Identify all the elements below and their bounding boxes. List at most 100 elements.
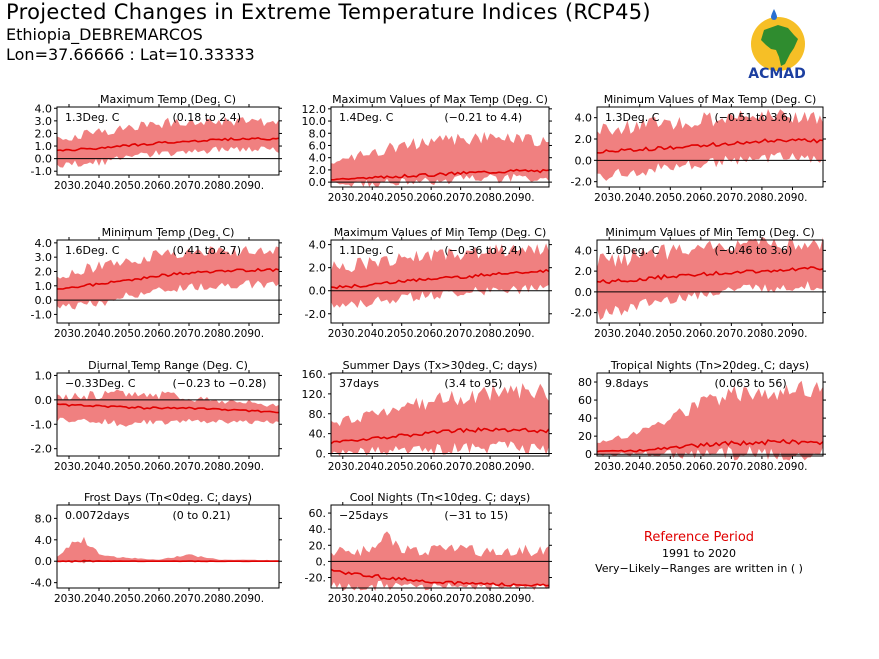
x-tick-label: 2060.	[686, 461, 716, 473]
y-tick-label: 2.0	[309, 164, 327, 177]
x-tick-label: 2060.	[144, 461, 174, 473]
x-tick-label: 2030.	[328, 593, 358, 605]
x-tick-label: 2070.	[174, 180, 204, 192]
x-tick-label: 2070.	[446, 192, 476, 204]
change-value: 9.8days	[605, 377, 649, 390]
change-value: 1.3Deg. C	[65, 111, 120, 124]
x-tick-label: 2090.	[505, 328, 535, 340]
chart-title: Minimum Temp (Deg. C)	[102, 226, 235, 239]
y-tick-label: 80.	[309, 408, 327, 421]
x-tick-label: 2050.	[387, 461, 417, 473]
change-value: −0.33Deg. C	[65, 377, 136, 390]
chart-title: Maximum Values of Max Temp (Deg. C)	[332, 93, 548, 106]
x-tick-label: 2090.	[777, 192, 807, 204]
reference-period-block: Reference Period 1991 to 2020 Very−Likel…	[560, 530, 838, 575]
x-tick-label: 2060.	[416, 461, 446, 473]
x-tick-label: 2090.	[505, 593, 535, 605]
median-line	[56, 136, 280, 152]
y-tick-label: -2.0	[571, 307, 592, 320]
y-tick-label: -1.0	[31, 165, 52, 178]
y-tick-label: 6.0	[309, 139, 327, 152]
y-tick-label: 20	[578, 430, 592, 443]
uncertainty-band	[597, 380, 823, 461]
x-tick-label: 2060.	[144, 328, 174, 340]
y-tick-label: 4.0	[35, 237, 53, 250]
uncertainty-band	[597, 236, 823, 321]
y-tick-label: 0.0	[309, 285, 327, 298]
y-tick-label: 0.0	[575, 154, 593, 167]
x-tick-label: 2070.	[716, 192, 746, 204]
logo-drop-icon	[771, 9, 777, 20]
x-tick-label: 2050.	[655, 328, 685, 340]
y-tick-label: 8.0	[309, 127, 327, 140]
chart-title: Minimum Values of Min Temp (Deg. C)	[605, 226, 814, 239]
x-tick-label: 2040.	[357, 192, 387, 204]
station-coordinates: Lon=37.66666 : Lat=10.33333	[6, 45, 255, 64]
y-tick-label: -4.0	[31, 577, 52, 590]
x-tick-label: 2070.	[174, 461, 204, 473]
y-tick-label: 0.	[316, 555, 327, 568]
reference-period-years: 1991 to 2020	[661, 547, 737, 560]
chart-panel: 60. 40. 20. 0. -20.2030. 2040. 2050. 2060. 2070.…	[305, 491, 552, 605]
x-tick-label: 2060.	[686, 192, 716, 204]
x-tick-label: 2030.	[328, 328, 358, 340]
x-tick-label: 2060.	[416, 593, 446, 605]
plot-frame	[56, 372, 280, 457]
likely-range: (0 to 0.21)	[172, 509, 230, 522]
y-tick-label: 4.0	[575, 112, 593, 125]
median-line	[596, 138, 824, 154]
y-tick-label: 2.0	[35, 127, 53, 140]
chart-title: Summer Days (Tx>30deg. C; days)	[343, 359, 538, 372]
x-tick-label: 2080.	[475, 593, 505, 605]
y-tick-label: 8.0	[35, 512, 53, 525]
y-tick-label: 120.	[302, 388, 327, 401]
plot-frame	[596, 239, 824, 324]
y-tick-label: 4.0	[309, 239, 327, 252]
likely-range: (−0.36 to 2.4)	[444, 244, 522, 257]
y-tick-label: 0.0	[35, 153, 53, 166]
y-tick-label: -20.	[305, 572, 326, 585]
x-tick-label: 2050.	[387, 328, 417, 340]
uncertainty-band	[57, 246, 279, 310]
y-tick-label: 20.	[309, 539, 327, 552]
x-tick-label: 2040.	[357, 461, 387, 473]
median-line	[596, 266, 824, 285]
x-tick-label: 2070.	[174, 328, 204, 340]
chart-title: Cool Nights (Tn<10deg. C; days)	[350, 491, 531, 504]
y-tick-label: 60.	[309, 507, 327, 520]
logo-africa-icon	[761, 25, 798, 66]
x-tick-label: 2050.	[114, 593, 144, 605]
change-value: 1.6Deg. C	[65, 244, 120, 257]
x-tick-label: 2070.	[174, 593, 204, 605]
median-line	[56, 403, 280, 414]
x-tick-label: 2060.	[416, 192, 446, 204]
y-tick-label: 1.0	[35, 280, 53, 293]
x-tick-label: 2080.	[747, 461, 777, 473]
y-tick-label: 0.0	[309, 176, 327, 189]
y-tick-label: 1.0	[35, 369, 53, 382]
plot-frame	[56, 239, 280, 324]
x-tick-label: 2070.	[446, 593, 476, 605]
plot-frame	[330, 372, 550, 457]
y-tick-label: 12.0	[302, 103, 327, 116]
likely-range: (0.41 to 2.7)	[172, 244, 241, 257]
x-tick-label: 2090.	[505, 192, 535, 204]
y-tick-label: 40	[578, 412, 592, 425]
likely-range: (0.063 to 56)	[715, 377, 787, 390]
change-value: 1.4Deg. C	[339, 111, 394, 124]
uncertainty-band	[57, 536, 279, 564]
median-line	[56, 559, 279, 563]
x-tick-label: 2040.	[84, 593, 114, 605]
reference-period-title: Reference Period	[643, 530, 755, 545]
x-tick-label: 2070.	[446, 461, 476, 473]
plot-frame	[596, 372, 824, 457]
x-tick-label: 2050.	[655, 192, 685, 204]
x-tick-label: 2040.	[625, 192, 655, 204]
y-tick-label: 0.	[316, 448, 327, 461]
x-tick-label: 2080.	[475, 461, 505, 473]
